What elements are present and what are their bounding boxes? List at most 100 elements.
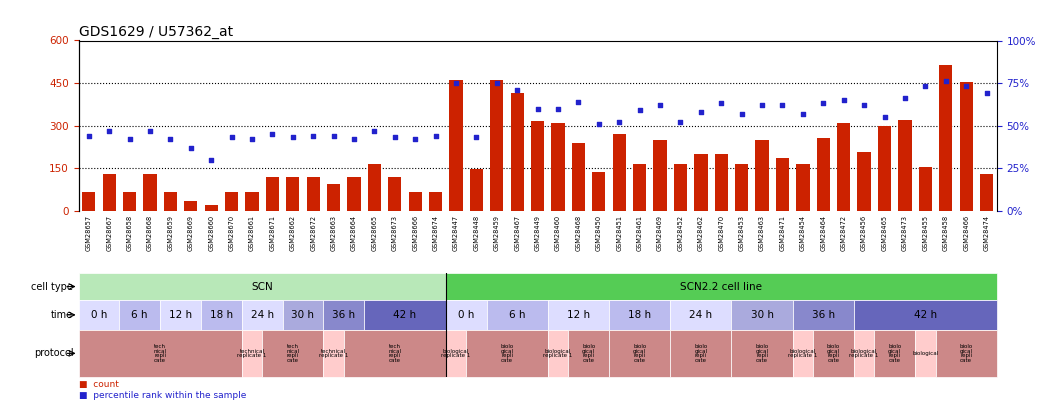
- Bar: [732, 330, 793, 377]
- Bar: [343, 330, 446, 377]
- Bar: [817, 139, 830, 211]
- Bar: [184, 201, 198, 211]
- Text: tech
nical
repli
cate: tech nical repli cate: [154, 344, 166, 363]
- Bar: [79, 330, 242, 377]
- Point: [81, 132, 97, 139]
- Text: 42 h: 42 h: [914, 310, 937, 320]
- Bar: [446, 273, 997, 300]
- Bar: [225, 192, 239, 211]
- Bar: [449, 80, 463, 211]
- Point: [815, 100, 831, 107]
- Bar: [735, 164, 749, 211]
- Text: SCN: SCN: [251, 281, 273, 292]
- Point: [733, 111, 750, 117]
- Text: 0 h: 0 h: [458, 310, 474, 320]
- Text: 42 h: 42 h: [394, 310, 417, 320]
- Bar: [266, 177, 279, 211]
- Bar: [446, 300, 487, 330]
- Bar: [793, 330, 814, 377]
- Bar: [262, 330, 324, 377]
- Point: [407, 136, 424, 143]
- Bar: [245, 192, 259, 211]
- Point: [203, 156, 220, 163]
- Bar: [324, 330, 343, 377]
- Text: 6 h: 6 h: [132, 310, 148, 320]
- Bar: [732, 300, 793, 330]
- Bar: [793, 300, 854, 330]
- Point: [529, 105, 545, 112]
- Point: [141, 128, 158, 134]
- Point: [101, 128, 117, 134]
- Text: tech
nical
repli
cate: tech nical repli cate: [388, 344, 401, 363]
- Bar: [854, 330, 874, 377]
- Text: cell type: cell type: [31, 281, 73, 292]
- Bar: [915, 330, 936, 377]
- Bar: [103, 174, 116, 211]
- Bar: [898, 120, 912, 211]
- Point: [346, 136, 362, 143]
- Point: [795, 111, 811, 117]
- Point: [386, 134, 403, 141]
- Point: [591, 121, 607, 127]
- Bar: [242, 330, 262, 377]
- Point: [162, 136, 179, 143]
- Bar: [163, 192, 177, 211]
- Bar: [814, 330, 854, 377]
- Point: [855, 102, 872, 109]
- Text: biological
replicate 1: biological replicate 1: [442, 349, 471, 358]
- Text: biological: biological: [912, 351, 938, 356]
- Text: tech
nical
repli
cate: tech nical repli cate: [286, 344, 299, 363]
- Bar: [531, 122, 544, 211]
- Bar: [487, 300, 548, 330]
- Point: [305, 132, 321, 139]
- Bar: [797, 164, 809, 211]
- Bar: [609, 330, 670, 377]
- Text: biolo
gical
repli
cate: biolo gical repli cate: [500, 344, 514, 363]
- Bar: [79, 300, 119, 330]
- Bar: [82, 192, 95, 211]
- Point: [570, 98, 586, 105]
- Text: biolo
gical
repli
cate: biolo gical repli cate: [582, 344, 596, 363]
- Text: time: time: [51, 310, 73, 320]
- Point: [631, 107, 648, 113]
- Text: ■  percentile rank within the sample: ■ percentile rank within the sample: [79, 391, 246, 400]
- Text: 36 h: 36 h: [811, 310, 834, 320]
- Bar: [593, 173, 605, 211]
- Bar: [490, 80, 504, 211]
- Text: 0 h: 0 h: [91, 310, 107, 320]
- Bar: [633, 164, 646, 211]
- Bar: [160, 300, 201, 330]
- Bar: [670, 330, 732, 377]
- Bar: [408, 192, 422, 211]
- Bar: [874, 330, 915, 377]
- Text: technical
replicate 1: technical replicate 1: [238, 349, 267, 358]
- Point: [692, 109, 709, 115]
- Bar: [204, 205, 218, 211]
- Bar: [939, 65, 953, 211]
- Bar: [552, 123, 564, 211]
- Text: biological
replicate 1: biological replicate 1: [543, 349, 573, 358]
- Point: [285, 134, 302, 141]
- Text: 30 h: 30 h: [291, 310, 314, 320]
- Text: biological
replicate 1: biological replicate 1: [849, 349, 878, 358]
- Text: 30 h: 30 h: [751, 310, 774, 320]
- Point: [937, 78, 954, 85]
- Bar: [715, 154, 728, 211]
- Bar: [466, 330, 548, 377]
- Point: [509, 87, 526, 93]
- Point: [121, 136, 138, 143]
- Text: biolo
gical
repli
cate: biolo gical repli cate: [633, 344, 646, 363]
- Text: 36 h: 36 h: [332, 310, 355, 320]
- Point: [448, 80, 465, 86]
- Point: [264, 131, 281, 137]
- Point: [958, 83, 975, 90]
- Bar: [286, 177, 299, 211]
- Point: [917, 83, 934, 90]
- Text: biolo
gical
repli
cate: biolo gical repli cate: [959, 344, 973, 363]
- Point: [836, 97, 852, 103]
- Bar: [511, 93, 524, 211]
- Point: [896, 95, 913, 102]
- Bar: [348, 177, 360, 211]
- Text: 12 h: 12 h: [566, 310, 591, 320]
- Bar: [324, 300, 364, 330]
